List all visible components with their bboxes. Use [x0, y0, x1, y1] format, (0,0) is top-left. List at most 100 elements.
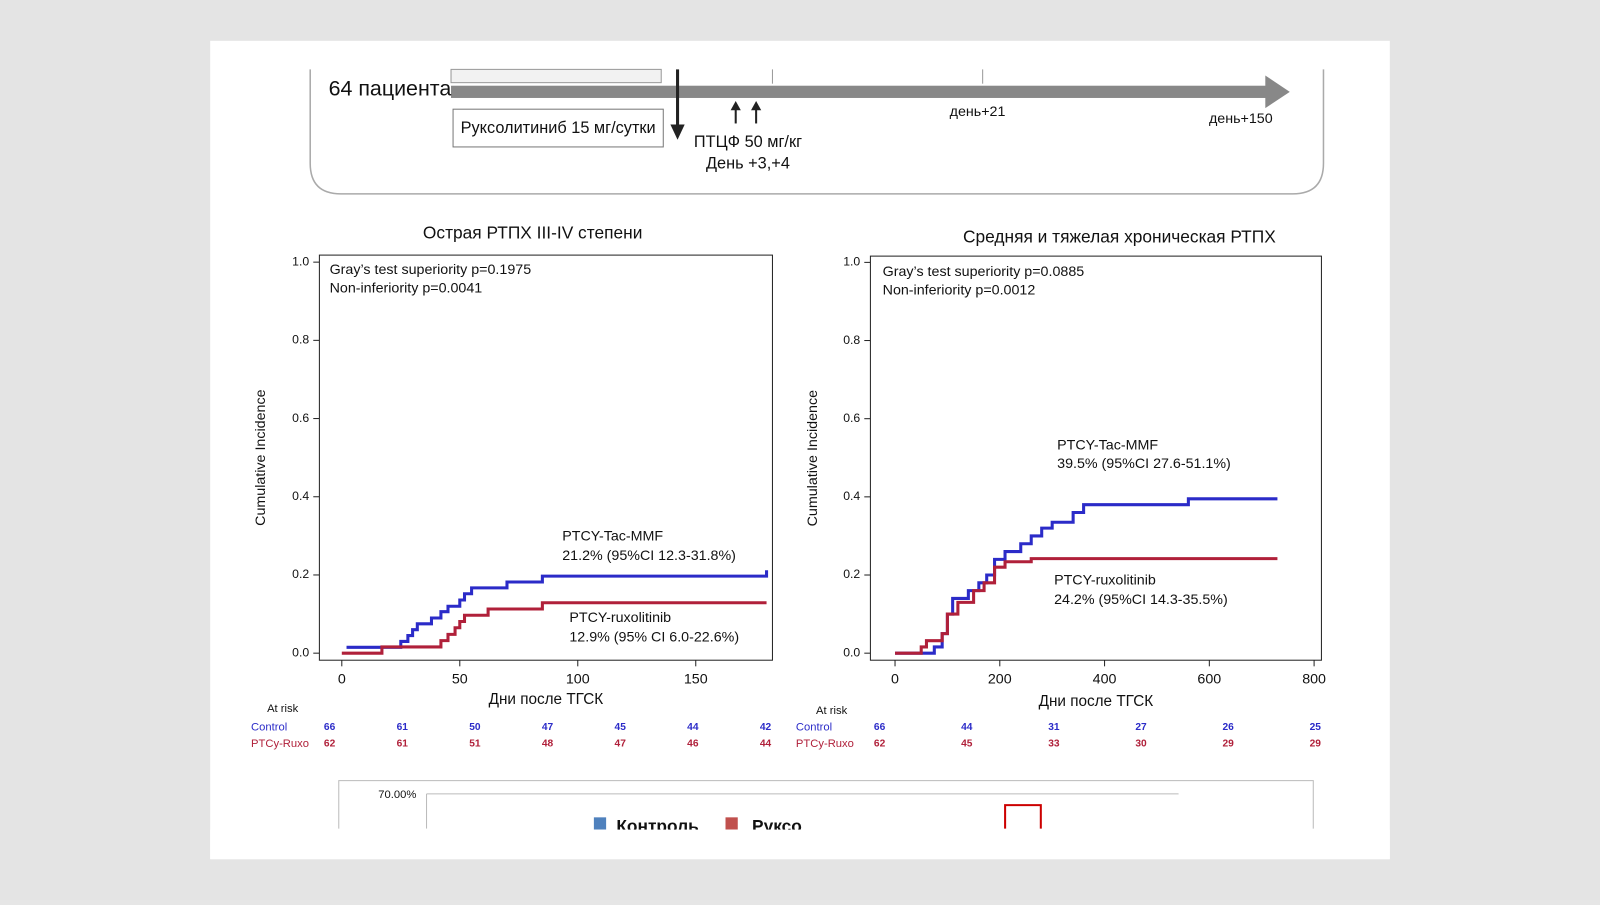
annotation: PTCY-Tac-MMF	[1057, 438, 1158, 454]
timeline-arrow	[1265, 75, 1290, 109]
bottom-chart: 70.00% Контроль Руксо	[210, 780, 1390, 860]
x-tick-label: 0	[338, 671, 346, 687]
annotation: Gray’s test superiority p=0.1975	[330, 262, 532, 278]
annotation: PTCY-ruxolitinib	[569, 610, 671, 626]
diagram: 64 пациента Руксолитиниб 15 мг/сутки ПТЦ…	[309, 68, 1325, 195]
legend-swatch	[725, 817, 738, 830]
at-risk-count: 44	[687, 722, 699, 733]
x-tick-label: 50	[452, 671, 468, 687]
at-risk-count: 30	[1135, 739, 1147, 750]
patients: 64 пациента	[329, 76, 452, 100]
at-risk-row-label: PTCy-Ruxo	[796, 738, 854, 750]
y-tick-label: 1.0	[843, 255, 860, 269]
at-risk-count: 44	[760, 739, 772, 750]
ptcy: ПТЦФ 50 мг/кг	[694, 133, 802, 151]
at-risk-count: 29	[1310, 739, 1322, 750]
at-risk-title: At risk	[816, 705, 848, 717]
at-risk-count: 27	[1135, 722, 1147, 733]
x-tick-label: 400	[1093, 671, 1117, 687]
chart: Средняя и тяжелая хроническая РТПХ Cumula…	[796, 226, 1326, 750]
at-risk-count: 25	[1310, 722, 1322, 733]
at-risk-count: 46	[687, 739, 699, 750]
incidence-line	[895, 557, 1278, 655]
at-risk-count: 66	[874, 722, 886, 733]
annotation: Non-inferiority p=0.0012	[883, 283, 1036, 299]
annotation: Gray’s test superiority p=0.0885	[883, 264, 1085, 280]
y-tick-label: 0.4	[292, 489, 309, 503]
chart: Острая РТПХ III-IV степени Cumulative Inc…	[251, 222, 773, 750]
x-axis-label: Дни после ТГСК	[1039, 693, 1154, 710]
at-risk-count: 42	[760, 722, 772, 733]
x-tick-label: 800	[1302, 671, 1326, 687]
y-tick-label: 0.0	[292, 645, 309, 659]
at-risk-count: 51	[469, 739, 481, 750]
slide-area	[210, 40, 1390, 860]
x-tick-label: 600	[1197, 671, 1221, 687]
at-risk-row-label: PTCy-Ruxo	[251, 738, 309, 750]
annotation: 21.2% (95%CI 12.3-31.8%)	[562, 548, 736, 564]
at-risk-row-label: Control	[796, 722, 832, 734]
y-tick-label: 0.6	[843, 411, 860, 425]
annotation: 39.5% (95%CI 27.6-51.1%)	[1057, 456, 1231, 472]
y-axis-label: Cumulative Incidence	[253, 389, 269, 525]
drug-text: Руксолитиниб 15 мг/сутки	[461, 119, 656, 137]
arrow-head	[730, 101, 741, 111]
annotation: 24.2% (95%CI 14.3-35.5%)	[1054, 592, 1228, 608]
at-risk-count: 62	[324, 739, 336, 750]
cutoff	[210, 829, 1390, 860]
y-tick-label: 0.6	[292, 411, 309, 425]
annotation: PTCY-ruxolitinib	[1054, 572, 1156, 588]
y-tick-label: 0.4	[843, 489, 860, 503]
at-risk-count: 48	[542, 739, 554, 750]
box-cut	[450, 68, 662, 84]
at-risk-count: 62	[874, 739, 886, 750]
bottom-frame	[338, 780, 1314, 829]
at-risk-count: 33	[1048, 739, 1060, 750]
drug-box	[452, 108, 664, 148]
plot-frame	[318, 254, 773, 661]
incidence-line	[346, 570, 769, 649]
x-tick-label: 100	[566, 671, 590, 687]
annotation: 12.9% (95% CI 6.0-22.6%)	[569, 630, 739, 646]
at-risk-count: 31	[1048, 722, 1060, 733]
incidence-line	[341, 601, 767, 655]
at-risk-count: 47	[542, 722, 554, 733]
at-risk-count: 61	[397, 722, 409, 733]
at-risk-count: 47	[615, 739, 627, 750]
plot-frame	[869, 255, 1322, 661]
y-tick-label: 70.00%	[378, 789, 416, 801]
at-risk-count: 61	[397, 739, 409, 750]
legend-swatch	[593, 817, 607, 830]
at-risk-row-label: Control	[251, 722, 287, 734]
at-risk-count: 66	[324, 722, 336, 733]
at-risk-count: 50	[469, 722, 481, 733]
y-tick-label: 0.0	[843, 645, 860, 659]
y-tick-label: 0.8	[843, 333, 860, 347]
at-risk-title: At risk	[267, 703, 299, 715]
at-risk-count: 45	[961, 739, 973, 750]
chart-title: Острая РТПХ III-IV степени	[423, 222, 642, 242]
y-tick-label: 1.0	[292, 254, 309, 268]
highlight-box	[1004, 804, 1042, 829]
x-tick-label: 150	[684, 671, 708, 687]
x-axis-label: Дни после ТГСК	[489, 691, 604, 708]
timeline	[451, 85, 1268, 98]
at-risk-count: 44	[961, 722, 973, 733]
at-risk-count: 45	[615, 722, 627, 733]
chart-title: Средняя и тяжелая хроническая РТПХ	[963, 226, 1276, 246]
arrow-head	[670, 124, 685, 140]
annotation: PTCY-Tac-MMF	[562, 529, 663, 545]
arrow-head	[751, 101, 762, 111]
y-axis-label: Cumulative Incidence	[805, 390, 821, 526]
diagram-frame	[309, 69, 1325, 195]
y-tick-label: 0.8	[292, 333, 309, 347]
annotation: Non-inferiority p=0.0041	[330, 281, 483, 297]
y-tick-label: 0.2	[843, 567, 860, 581]
day-label: день+21	[950, 104, 1006, 120]
ptcy-days: День +3,+4	[706, 155, 790, 173]
y-tick-label: 0.2	[292, 567, 309, 581]
x-tick-label: 0	[891, 671, 899, 687]
at-risk-count: 26	[1222, 722, 1234, 733]
